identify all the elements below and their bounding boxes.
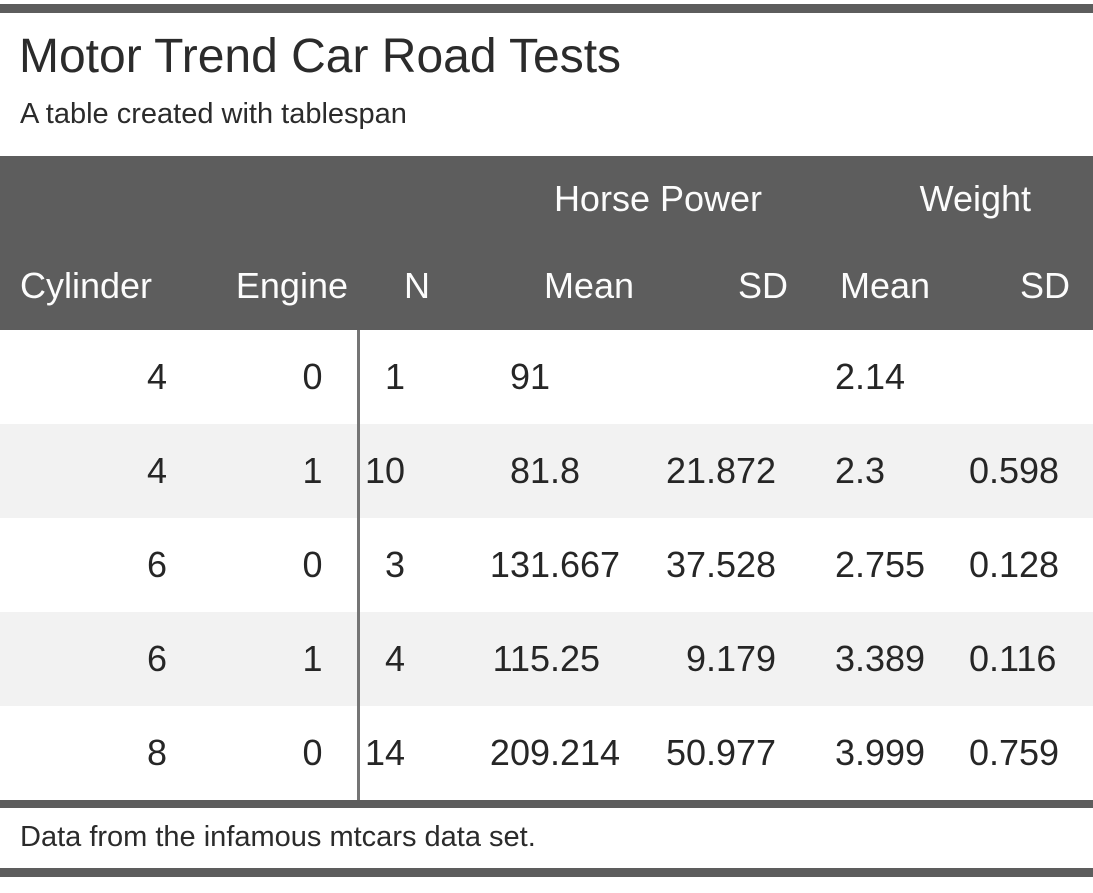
table-cell: 8 xyxy=(146,731,167,773)
table-cell: 209.214 xyxy=(489,731,621,773)
table-cell: 14 xyxy=(356,705,452,804)
table-cell: 0 xyxy=(302,731,323,773)
table-cell: 1 xyxy=(302,449,323,491)
table-footer: Data from the infamous mtcars data set. xyxy=(0,799,1093,877)
table-cell: 2.755 xyxy=(834,543,926,585)
column-header-engine: Engine xyxy=(185,242,358,330)
table-cell: 0.759 xyxy=(968,731,1060,773)
table-cell: 6 xyxy=(146,543,167,585)
table-cell: 3.389 xyxy=(834,637,926,679)
table-row: 6 1 4 115.25 9.179 3.389 0.116 xyxy=(0,611,1093,706)
table-cell: 131.667 xyxy=(489,543,621,585)
column-header-weight-sd: SD xyxy=(935,242,1093,330)
column-header-row: Cylinder Engine N Mean SD Mean SD xyxy=(0,242,1093,330)
table-cell: 0 xyxy=(302,355,323,397)
column-header-hp-mean: Mean xyxy=(452,242,640,330)
table-cell: 50.977 xyxy=(665,731,777,773)
column-header-weight-mean: Mean xyxy=(790,242,936,330)
column-header-hp-sd: SD xyxy=(640,242,791,330)
footnote-row: Data from the infamous mtcars data set. xyxy=(0,799,1093,877)
column-header-cylinder: Cylinder xyxy=(0,242,185,330)
spanner-row: Horse Power Weight xyxy=(0,155,1093,243)
table-cell: 1 xyxy=(356,329,452,424)
table-cell: 0.598 xyxy=(968,449,1060,491)
table-cell: 91 xyxy=(509,355,550,397)
table-cell: 2.3 xyxy=(834,449,886,491)
table-body: 4 0 1 91 2.14 4 1 10 81.8 21.872 2.3 0.598 6 0 3 131.66… xyxy=(0,329,1093,804)
table-header: Horse Power Weight Cylinder Engine N Mea… xyxy=(0,155,1093,330)
table-cell xyxy=(640,330,790,424)
mtcars-table: Horse Power Weight Cylinder Engine N Mea… xyxy=(0,155,1093,877)
table-cell: 0 xyxy=(302,543,323,585)
table-cell: 81.8 xyxy=(509,449,581,491)
table-cell: 4 xyxy=(356,611,452,706)
spanner-horse-power: Horse Power xyxy=(452,155,791,243)
table-cell: 9.179 xyxy=(685,637,777,679)
table-row: 4 0 1 91 2.14 xyxy=(0,329,1093,424)
table-subtitle: A table created with tablespan xyxy=(20,97,407,130)
table-cell: 3 xyxy=(356,517,452,612)
table-cell: 6 xyxy=(146,637,167,679)
table-cell: 0.128 xyxy=(968,543,1060,585)
table-row: 8 0 14 209.214 50.977 3.999 0.759 xyxy=(0,705,1093,804)
table-cell: 37.528 xyxy=(665,543,777,585)
table-cell: 0.116 xyxy=(968,637,1057,679)
table-cell: 10 xyxy=(356,423,452,518)
top-rule xyxy=(0,4,1093,13)
table-cell: 21.872 xyxy=(665,449,777,491)
spanner-empty-cell xyxy=(0,155,452,243)
table-row: 4 1 10 81.8 21.872 2.3 0.598 xyxy=(0,423,1093,518)
table-cell: 1 xyxy=(302,637,323,679)
column-header-n: N xyxy=(358,242,452,330)
table-cell: 2.14 xyxy=(834,355,906,397)
table-cell: 4 xyxy=(146,355,167,397)
table-cell: 4 xyxy=(146,449,167,491)
table-cell: 3.999 xyxy=(834,731,926,773)
table-row: 6 0 3 131.667 37.528 2.755 0.128 xyxy=(0,517,1093,612)
table-cell xyxy=(935,330,1093,424)
table-cell: 115.25 xyxy=(492,637,601,679)
table-title: Motor Trend Car Road Tests xyxy=(19,30,622,83)
spanner-weight: Weight xyxy=(790,155,1093,243)
table-footnote: Data from the infamous mtcars data set. xyxy=(0,799,1093,877)
